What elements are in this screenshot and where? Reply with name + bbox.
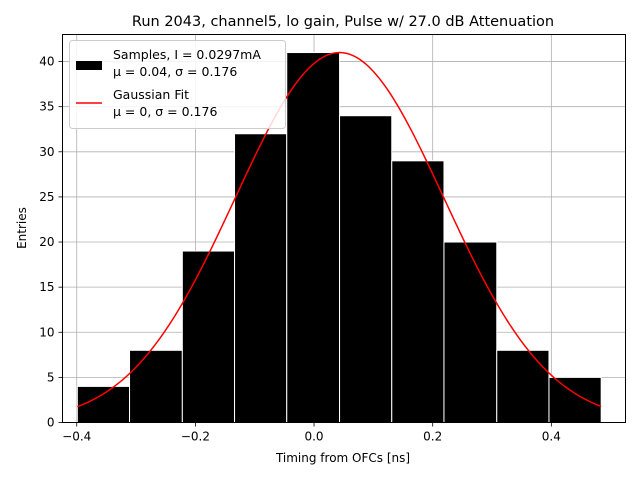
x-tick-label: 0.0 [304,430,323,444]
legend-samples-line1: Samples, I = 0.0297mA [113,47,261,62]
y-tick-label: 5 [47,370,55,384]
y-tick-label: 40 [39,55,54,69]
histogram-bar [286,52,341,424]
histogram-bar [129,349,183,424]
legend-box [69,40,286,129]
x-tick-label: 0.2 [423,430,442,444]
y-tick-label: 20 [39,235,54,249]
histogram-bars [76,52,602,424]
axis-ticks: −0.4 −0.2 0.0 0.2 0.4 0 5 10 15 20 25 30 35 40 [39,55,561,444]
legend-samples-swatch [76,61,102,70]
legend-fit-line1: Gaussian Fit [113,87,189,102]
histogram-bar [496,349,550,424]
histogram-bar [339,115,393,424]
x-axis-label: Timing from OFCs [ns] [275,451,410,465]
legend-samples-line2: μ = 0.04, σ = 0.176 [113,64,237,79]
histogram-bar [391,160,445,423]
histogram-bar [443,241,498,423]
histogram-bar [234,133,288,423]
y-tick-label: 10 [39,325,54,339]
y-tick-label: 30 [39,145,54,159]
y-tick-label: 25 [39,190,54,204]
x-tick-label: −0.4 [62,430,91,444]
y-axis-label: Entries [15,207,29,249]
histogram-bar [548,376,602,424]
x-tick-label: −0.2 [181,430,210,444]
y-tick-label: 15 [39,280,54,294]
histogram-bar [181,250,236,423]
y-tick-label: 0 [47,416,55,430]
gaussian-fit-line [77,51,602,408]
legend: Samples, I = 0.0297mA μ = 0.04, σ = 0.17… [69,40,286,129]
x-tick-label: 0.4 [542,430,561,444]
chart-title: Run 2043, channel5, lo gain, Pulse w/ 27… [132,14,554,30]
plot-frame [62,34,626,423]
histogram-bar [76,385,131,424]
legend-fit-line2: μ = 0, σ = 0.176 [113,104,217,119]
y-tick-label: 35 [39,100,54,114]
